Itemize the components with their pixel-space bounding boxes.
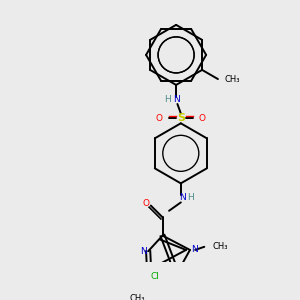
Text: N: N	[173, 95, 180, 104]
Text: Cl: Cl	[150, 272, 159, 280]
Text: O: O	[142, 200, 150, 208]
Text: S: S	[177, 113, 185, 123]
Text: CH₃: CH₃	[224, 75, 240, 84]
Text: N: N	[140, 247, 147, 256]
Text: O: O	[199, 114, 206, 123]
Text: H: H	[188, 193, 194, 202]
Text: O: O	[156, 114, 163, 123]
Text: N: N	[179, 193, 185, 202]
Text: H: H	[164, 95, 171, 104]
Text: N: N	[191, 245, 198, 254]
Text: CH₃: CH₃	[212, 242, 228, 251]
Text: CH₃: CH₃	[130, 294, 146, 300]
